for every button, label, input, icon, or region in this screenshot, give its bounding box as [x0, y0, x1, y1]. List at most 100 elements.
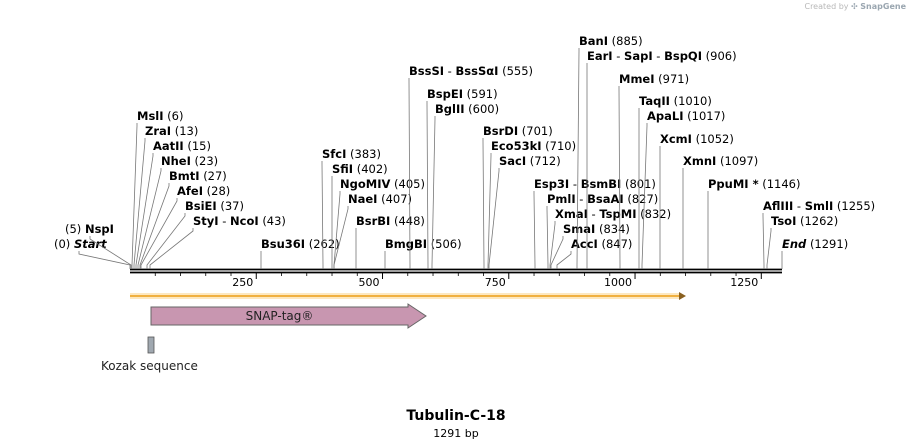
site-leader-line [139, 183, 170, 269]
restriction-site: Esp3I - BsmBI (801) [533, 177, 656, 269]
site-position: (832) [640, 207, 671, 221]
site-name: NaeI [348, 192, 377, 206]
site-leader-line [146, 213, 186, 269]
site-label: StyI - NcoI (43) [193, 214, 286, 228]
site-label: PpuMI * (1146) [708, 177, 801, 191]
site-position: (5) [65, 222, 81, 236]
site-position: (710) [545, 139, 576, 153]
site-name: TaqII [639, 94, 670, 108]
restriction-site: BglII (600) [431, 102, 499, 269]
snap-tag-feature [150, 303, 427, 329]
site-leader-line [333, 206, 349, 269]
site-label: TsoI (1262) [771, 214, 838, 228]
site-leader-line [131, 123, 138, 269]
restriction-site: SfiI (402) [331, 162, 388, 269]
site-separator: - [793, 199, 804, 213]
credit-prefix: Created by [804, 2, 849, 11]
site-leader-line [333, 191, 341, 269]
site-label: Eco53kI (710) [491, 139, 576, 153]
restriction-site: ZraI (13) [133, 124, 198, 269]
site-name: SfiI [332, 162, 353, 176]
site-label: AccI (847) [571, 237, 632, 251]
site-position: (23) [195, 154, 219, 168]
site-leader-line [556, 251, 572, 269]
site-label: TaqII (1010) [639, 94, 712, 108]
restriction-site: TaqII (1010) [638, 94, 712, 269]
credit: Created by ✣ SnapGene [804, 2, 906, 11]
restriction-site: SfcI (383) [321, 147, 381, 269]
restriction-site: AatII (15) [135, 139, 211, 269]
site-separator: - [576, 192, 587, 206]
site-separator: - [653, 49, 664, 63]
site-position: (971) [658, 72, 689, 86]
site-name-2: BssSαI [456, 64, 499, 78]
site-position: (1010) [674, 94, 712, 108]
restriction-site: PmlI - BsaAI (827) [546, 192, 658, 269]
site-leader-line [549, 221, 556, 269]
site-name: SacI [499, 154, 526, 168]
site-name: Start [74, 237, 107, 251]
site-position: (827) [627, 192, 658, 206]
site-name: StyI [193, 214, 219, 228]
site-label: BmgBI (506) [385, 237, 462, 251]
site-position: (37) [220, 199, 244, 213]
site-leader-line [488, 168, 500, 269]
restriction-site: Bsu36I (262) [260, 237, 340, 269]
site-position: (13) [175, 124, 199, 138]
restriction-site: Eco53kI (710) [487, 139, 576, 269]
site-position: (1291) [810, 237, 848, 251]
site-label: BmtI (27) [169, 169, 227, 183]
site-label: AflIII - SmlI (1255) [763, 199, 875, 213]
restriction-site: MmeI (971) [618, 72, 689, 269]
restriction-site: BanI (885) [576, 34, 643, 269]
restriction-site: XmaI - TspMI (832) [549, 207, 671, 269]
site-leader-line [641, 123, 648, 269]
site-leader-line [546, 206, 549, 269]
restriction-site: TsoI (1262) [766, 214, 838, 269]
site-name: BspEI [427, 87, 463, 101]
site-label: BanI (885) [579, 34, 643, 48]
site-position: (28) [207, 184, 231, 198]
site-position: (407) [381, 192, 412, 206]
site-leader-line [78, 251, 131, 269]
site-label: BglII (600) [435, 102, 499, 116]
site-name: EarI [587, 49, 613, 63]
restriction-site: BmgBI (506) [384, 237, 462, 269]
restriction-site: ApaLI (1017) [641, 109, 725, 269]
site-position: (6) [167, 109, 183, 123]
site-name: NgoMIV [340, 177, 390, 191]
site-name: TsoI [771, 214, 796, 228]
site-label: PmlI - BsaAI (827) [547, 192, 658, 206]
snap-tag-label: SNAP-tag® [246, 309, 314, 323]
restriction-site: BsiEI (37) [146, 199, 244, 269]
restriction-site: XmnI (1097) [682, 154, 758, 269]
site-label: ZraI (13) [145, 124, 198, 138]
site-position: (834) [599, 222, 630, 236]
site-name: XmnI [683, 154, 716, 168]
site-label: NgoMIV (405) [340, 177, 425, 191]
site-name: NspI [85, 222, 114, 236]
site-name: MslI [137, 109, 164, 123]
site-name: AccI [571, 237, 598, 251]
site-name: BsrBI [356, 214, 390, 228]
site-position: (712) [530, 154, 561, 168]
restriction-site: BsrDI (701) [482, 124, 553, 269]
ruler-tick-label: 250 [232, 276, 253, 289]
site-name: BsiEI [185, 199, 217, 213]
restriction-site: BmtI (27) [139, 169, 227, 269]
site-position: (847) [601, 237, 632, 251]
site-name: BmtI [169, 169, 200, 183]
site-name-2: SmlI [805, 199, 834, 213]
orf-arrowhead [679, 292, 686, 300]
site-label: BspEI (591) [427, 87, 498, 101]
site-leader-line [89, 236, 132, 269]
restriction-site: MslI (6) [131, 109, 183, 269]
site-label: Bsu36I (262) [261, 237, 340, 251]
site-name: AatII [153, 139, 184, 153]
restriction-site: AccI (847) [556, 237, 632, 269]
restriction-site: NheI (23) [137, 154, 219, 269]
site-position: (27) [203, 169, 227, 183]
site-label: AatII (15) [153, 139, 211, 153]
site-separator: - [219, 214, 230, 228]
site-position: (906) [706, 49, 737, 63]
